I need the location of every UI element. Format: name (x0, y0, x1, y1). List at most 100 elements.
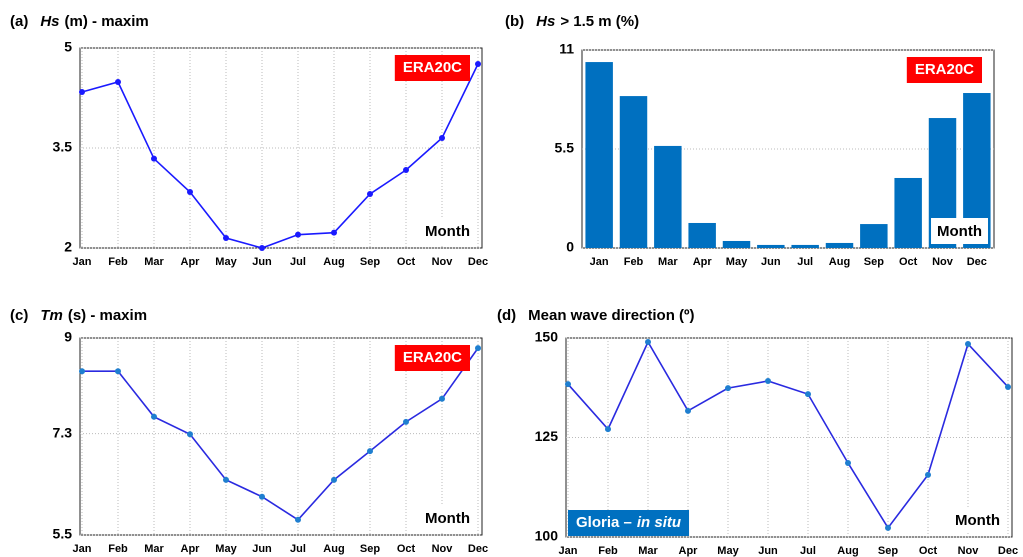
y-tick-label: 0 (566, 239, 574, 255)
y-tick-label: 2 (64, 239, 72, 255)
marker (765, 377, 771, 384)
x-tick-label: Oct (397, 543, 416, 555)
x-tick-label: Dec (998, 545, 1018, 557)
bar (722, 240, 751, 248)
y-tick-label: 150 (535, 329, 559, 345)
y-tick-label: 7.3 (53, 424, 73, 440)
x-tick-label: Jun (758, 545, 778, 557)
x-tick-label: Jul (290, 543, 306, 555)
x-tick-label: May (215, 256, 237, 268)
x-tick-label: Apr (181, 543, 201, 555)
x-tick-label: Apr (693, 256, 713, 268)
marker (925, 471, 931, 478)
x-tick-label: Jan (590, 256, 609, 268)
marker (1005, 383, 1011, 390)
x-tick-label: Jun (252, 543, 272, 555)
marker (845, 459, 851, 466)
x-tick-label: Jun (761, 256, 781, 268)
marker (187, 431, 193, 438)
x-tick-label: Jul (797, 256, 813, 268)
panel: (c) Tm (s) - maxim 5.5 7.3 9 Jan Feb Mar Apr May Ju… (10, 307, 488, 555)
bar (860, 224, 888, 248)
chart-title: (s) - maxim (68, 307, 147, 324)
marker (259, 245, 265, 251)
x-tick-label: Feb (598, 545, 618, 557)
x-tick-label: Nov (432, 543, 454, 555)
x-tick-label: Mar (144, 543, 164, 555)
x-tick-label: Feb (108, 256, 128, 268)
chart-title: (c) (10, 307, 28, 324)
marker (151, 155, 157, 162)
line (81, 63, 479, 249)
marker (259, 493, 265, 500)
x-tick-label: May (726, 256, 748, 268)
badge-text: Gloria – (576, 514, 632, 531)
x-tick-label: Aug (323, 256, 344, 268)
marker (475, 345, 481, 352)
marker (565, 381, 571, 388)
x-tick-label: Aug (323, 543, 344, 555)
x-tick-label: Aug (829, 256, 850, 268)
chart-title: (d) (497, 307, 516, 324)
marker (115, 368, 121, 375)
x-axis-label-bg (419, 505, 476, 531)
x-tick-label: Mar (144, 256, 164, 268)
marker (79, 368, 85, 375)
y-tick-label: 11 (559, 41, 574, 57)
marker (151, 413, 157, 420)
chart-title: (a) (10, 13, 28, 30)
y-tick-label: 3.5 (53, 139, 73, 155)
marker (115, 79, 121, 85)
line (567, 340, 1009, 530)
x-axis-label: Month (955, 512, 1000, 529)
y-tick-label: 125 (535, 428, 559, 444)
y-tick-label: 5.5 (53, 526, 73, 542)
y-tick-label: 9 (64, 329, 72, 345)
marker (331, 476, 337, 483)
chart-title: > 1.5 m (%) (560, 13, 639, 30)
badge-text: ERA20C (915, 61, 974, 78)
marker (475, 61, 481, 67)
x-tick-label: Oct (397, 256, 416, 268)
badge-text: ERA20C (403, 349, 462, 366)
x-tick-label: Sep (864, 256, 884, 268)
x-axis-label-bg (419, 218, 476, 244)
x-tick-label: May (215, 543, 237, 555)
marker (805, 391, 811, 398)
x-tick-label: Nov (932, 256, 954, 268)
x-tick-label: Jun (252, 256, 272, 268)
x-tick-label: Jan (559, 545, 578, 557)
x-axis-label: Month (425, 510, 470, 527)
marker (79, 89, 85, 95)
x-tick-label: Nov (432, 256, 454, 268)
x-tick-label: Dec (967, 256, 987, 268)
x-tick-label: Apr (181, 256, 201, 268)
line (82, 347, 479, 521)
y-tick-label: 5 (64, 39, 72, 55)
bar (619, 96, 648, 248)
x-axis-label: Month (425, 223, 470, 240)
marker (295, 231, 301, 238)
x-axis-label: Month (937, 223, 982, 240)
badge-bg (906, 57, 982, 83)
marker (605, 426, 611, 433)
x-tick-label: Sep (878, 545, 898, 557)
panel: (b) Hs > 1.5 m (%) 0 5.5 11 Jan Feb Mar Apr May Jun… (505, 13, 995, 268)
marker (685, 407, 691, 414)
chart-title: Hs (536, 13, 555, 30)
x-tick-label: Apr (679, 545, 699, 557)
x-tick-label: Jan (73, 256, 92, 268)
badge-bg (568, 510, 690, 536)
badge-bg (394, 55, 470, 81)
x-tick-label: Jul (290, 256, 306, 268)
chart-title: (m) - maxim (65, 13, 149, 30)
marker (885, 524, 891, 531)
chart-title: Tm (40, 307, 63, 324)
x-tick-label: Jul (800, 545, 816, 557)
bar (791, 244, 819, 248)
bar (894, 177, 922, 248)
x-axis-label-bg (931, 218, 988, 244)
y-tick-label: 100 (535, 528, 559, 544)
marker (223, 235, 229, 241)
